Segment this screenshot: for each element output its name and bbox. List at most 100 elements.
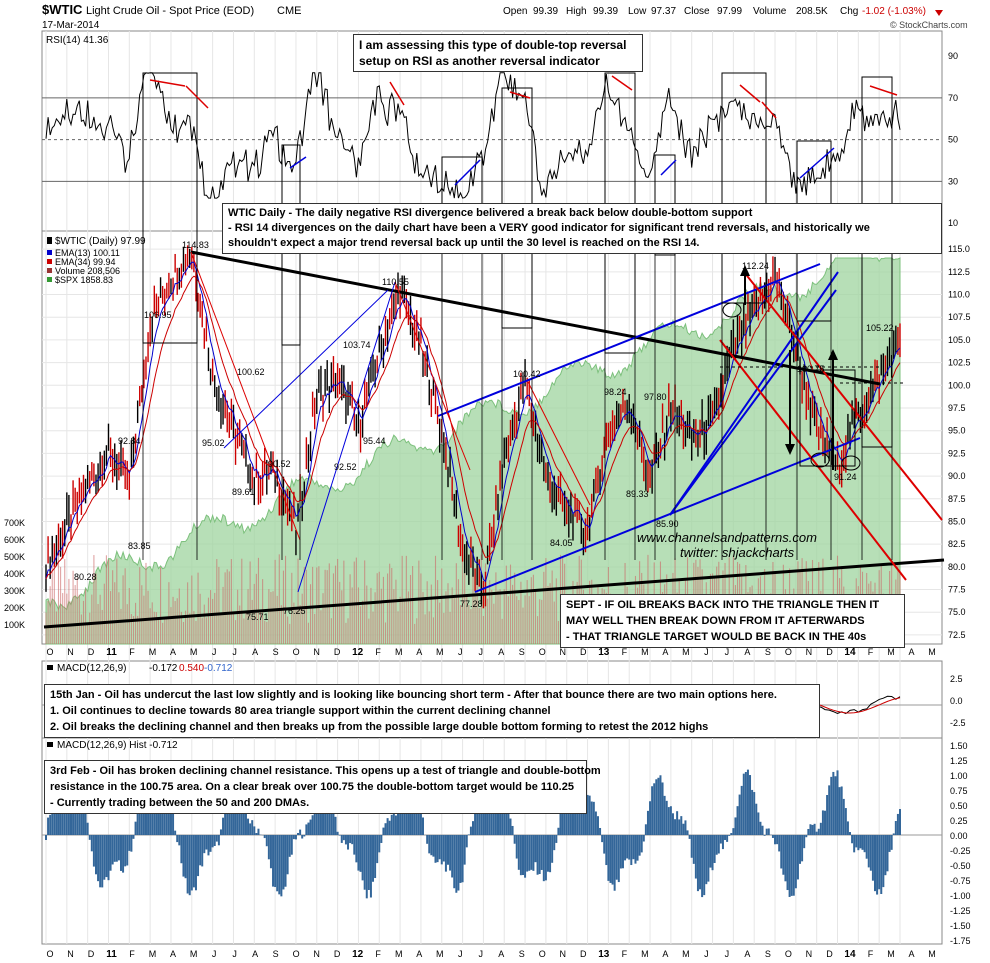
x-tick-bottom: M xyxy=(928,949,936,959)
price-annotation: 95.02 xyxy=(202,438,225,448)
open-label: Open xyxy=(503,6,527,17)
volume-value: 208.5K xyxy=(796,6,828,17)
price-annotation: 89.61 xyxy=(232,487,255,497)
legend-spx: $SPX 1858.83 xyxy=(55,275,113,285)
x-tick-top: 13 xyxy=(598,647,610,658)
x-tick-top: D xyxy=(826,647,833,657)
x-tick-top: D xyxy=(88,647,95,657)
x-tick-top: M xyxy=(436,647,444,657)
x-tick-top: J xyxy=(478,647,483,657)
x-tick-top: M xyxy=(641,647,649,657)
macd-label-prefix: MACD(12,26,9) xyxy=(57,663,126,674)
high-label: High xyxy=(566,6,587,17)
daily-note-line-3: shouldn't expect a major trend reversal … xyxy=(228,237,700,249)
x-tick-bottom: A xyxy=(908,949,914,959)
instrument-name: Light Crude Oil - Spot Price (EOD) xyxy=(86,5,254,17)
close-value: 97.99 xyxy=(717,6,742,17)
rsi-tick: 70 xyxy=(948,93,958,103)
price-tick: 110.0 xyxy=(948,290,970,300)
volume-tick: 400K xyxy=(4,569,25,579)
x-tick-bottom: M xyxy=(190,949,198,959)
price-annotation: 110.55 xyxy=(382,277,409,287)
price-annotation: 100.62 xyxy=(237,367,265,377)
feb-note-line-1: 3rd Feb - Oil has broken declining chann… xyxy=(50,765,601,777)
x-tick-top: A xyxy=(170,647,176,657)
x-tick-bottom: S xyxy=(765,949,771,959)
hist-tick: 0.50 xyxy=(950,801,968,811)
x-tick-bottom: A xyxy=(170,949,176,959)
x-tick-bottom: O xyxy=(785,949,792,959)
macd-label: MACD(12,26,9) -0.172 0.540 -0.712 xyxy=(47,663,233,674)
macd-tick: -2.5 xyxy=(950,718,966,728)
rsi-blue-arrow xyxy=(454,159,481,186)
x-tick-bottom: F xyxy=(622,949,628,959)
x-tick-top: 11 xyxy=(106,647,117,658)
price-tick: 107.5 xyxy=(948,312,971,322)
price-tick: 97.5 xyxy=(948,403,966,413)
x-tick-bottom: J xyxy=(704,949,709,959)
x-tick-bottom: S xyxy=(273,949,279,959)
legend-swatch-ema13 xyxy=(47,250,52,255)
x-tick-top: A xyxy=(662,647,668,657)
price-annotation: 76.25 xyxy=(283,606,306,616)
daily-note-line-2: - RSI 14 divergences on the daily chart … xyxy=(228,222,870,234)
price-tick: 92.5 xyxy=(948,448,966,458)
sept-note-line-2: MAY WELL THEN BREAK DOWN FROM IT AFTERWA… xyxy=(566,615,865,627)
x-tick-bottom: A xyxy=(416,949,422,959)
circle-marker-2 xyxy=(810,452,830,468)
x-tick-top: M xyxy=(190,647,198,657)
price-annotation: 114.83 xyxy=(182,240,209,250)
x-tick-bottom: N xyxy=(67,949,74,959)
x-tick-bottom: N xyxy=(313,949,320,959)
x-tick-bottom: J xyxy=(212,949,217,959)
close-label: Close xyxy=(684,6,710,17)
x-tick-bottom: 11 xyxy=(106,949,117,960)
price-annotation: 91.24 xyxy=(834,472,857,482)
upper-triangle-line xyxy=(190,250,881,386)
legend-wtic: $WTIC (Daily) 97.99 xyxy=(55,236,146,247)
x-tick-bottom: M xyxy=(436,949,444,959)
x-tick-top: J xyxy=(212,647,217,657)
price-annotation: 84.05 xyxy=(550,538,573,548)
x-tick-top: J xyxy=(725,647,730,657)
rsi-box xyxy=(861,76,893,448)
price-annotation: 98.24 xyxy=(604,387,627,397)
hist-label: MACD(12,26,9) Hist -0.712 xyxy=(57,740,178,751)
macd-value-3: -0.712 xyxy=(204,663,233,674)
macd-value-2: 0.540 xyxy=(179,663,204,674)
price-tick: 95.0 xyxy=(948,426,966,436)
ema13-line xyxy=(45,261,901,583)
down-arrow-icon xyxy=(935,10,943,16)
rsi-red-arrow xyxy=(739,84,761,103)
x-tick-top: O xyxy=(539,647,546,657)
x-tick-top: S xyxy=(765,647,771,657)
x-tick-bottom: D xyxy=(88,949,95,959)
jan-note: 15th Jan - Oil has undercut the last low… xyxy=(44,684,820,738)
hist-tick: 1.00 xyxy=(950,771,968,781)
rsi-note-line-1: I am assessing this type of double-top r… xyxy=(359,38,627,52)
price-annotation: 77.28 xyxy=(460,599,483,609)
x-tick-top: F xyxy=(375,647,381,657)
x-tick-bottom: N xyxy=(806,949,813,959)
price-annotation: 106.95 xyxy=(144,310,172,320)
price-annotations: 114.83 106.95 110.55 103.74 100.62 95.02 92.84… xyxy=(74,240,894,622)
price-tick: 90.0 xyxy=(948,471,966,481)
blue-line-5 xyxy=(297,281,396,593)
ema34-line xyxy=(45,275,901,580)
x-tick-bottom: A xyxy=(498,949,504,959)
low-value: 97.37 xyxy=(651,6,676,17)
rsi-red-arrow xyxy=(611,75,633,91)
price-tick: 85.0 xyxy=(948,516,966,526)
x-tick-bottom: O xyxy=(539,949,546,959)
macd-tick: 2.5 xyxy=(950,674,963,684)
feb-note-line-2: resistance in the 100.75 area. On a clea… xyxy=(50,781,574,793)
red-decline-2 xyxy=(394,281,471,471)
x-tick-bottom: J xyxy=(478,949,483,959)
price-bars xyxy=(45,245,901,609)
hist-tick: 0.25 xyxy=(950,816,968,826)
rsi-red-arrow xyxy=(389,81,405,106)
x-tick-top: A xyxy=(498,647,504,657)
x-tick-bottom: J xyxy=(458,949,463,959)
feb-note: 3rd Feb - Oil has broken declining chann… xyxy=(44,760,601,814)
